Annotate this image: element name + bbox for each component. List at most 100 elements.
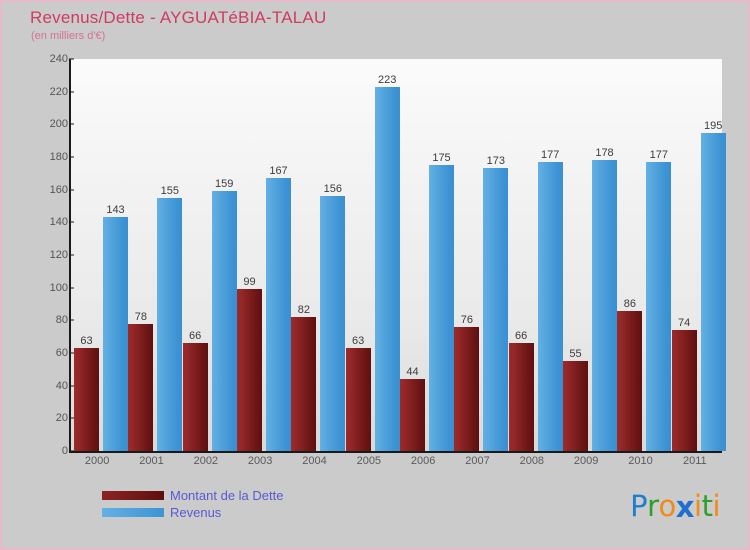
bar-revenus-2004[interactable]: 156 [320, 183, 346, 451]
y-tick-mark [69, 254, 74, 256]
bar-group: 74 195 [668, 59, 726, 451]
y-tick-mark [69, 385, 74, 387]
legend-item-dette[interactable]: Montant de la Dette [102, 487, 283, 504]
bar-dette-2002[interactable]: 66 [182, 330, 208, 451]
bar-dette-2011[interactable]: 74 [671, 317, 697, 451]
logo-letter-2: o [658, 489, 677, 523]
bar-revenus-2007[interactable]: 173 [483, 155, 509, 451]
proxiti-logo[interactable]: Proxiti [630, 489, 720, 524]
bar-revenus-2006[interactable]: 175 [429, 152, 454, 451]
y-tick-mark [69, 417, 74, 419]
x-label-2010: 2010 [628, 455, 653, 467]
bar-dette-2007[interactable]: 76 [454, 314, 480, 451]
bar-value-label: 175 [432, 152, 451, 165]
chart-legend: Montant de la Dette Revenus [102, 487, 283, 521]
legend-item-revenus[interactable]: Revenus [102, 504, 283, 521]
bar-revenus-2011[interactable]: 195 [700, 120, 726, 451]
x-label-2007: 2007 [465, 455, 490, 467]
bar-value-label: 155 [160, 184, 180, 197]
bar-value-label: 66 [515, 330, 528, 343]
y-tick-mark [69, 91, 74, 93]
bar-revenus-2002[interactable]: 159 [211, 178, 237, 451]
y-tick-label: 80 [2, 314, 74, 326]
y-tick-mark [69, 221, 74, 223]
bar-group: 44 175 [396, 59, 454, 451]
bar-revenus-2000[interactable]: 143 [103, 204, 128, 451]
y-tick-mark [69, 156, 74, 158]
x-label-2008: 2008 [519, 455, 545, 467]
y-tick-label: 20 [2, 412, 74, 424]
y-tick-label: 240 [2, 53, 74, 65]
y-tick-label: 140 [2, 216, 74, 228]
bar-dette-2010[interactable]: 86 [617, 298, 643, 451]
bar-value-label: 78 [134, 310, 147, 323]
bar-group: 82 156 [287, 59, 346, 451]
bar-value-label: 177 [540, 148, 560, 161]
y-tick-label: 100 [2, 282, 74, 294]
bar-value-label: 177 [649, 148, 669, 161]
bar-revenus-2008[interactable]: 177 [537, 149, 563, 451]
bar-value-label: 86 [623, 297, 636, 310]
logo-letter-6: i [712, 489, 720, 523]
bar-dette-2001[interactable]: 78 [128, 311, 154, 451]
bar-value-label: 156 [323, 183, 343, 196]
y-tick-mark [69, 450, 74, 452]
bar-group: 99 167 [233, 59, 291, 451]
bar-value-label: 44 [406, 366, 419, 379]
bar-value-label: 82 [297, 304, 310, 317]
x-label-2000: 2000 [84, 455, 110, 467]
bar-value-label: 55 [569, 348, 582, 361]
bar-value-label: 63 [352, 335, 365, 348]
y-tick-label: 120 [2, 249, 74, 261]
bar-group: 63 143 [70, 59, 128, 451]
bar-dette-2000[interactable]: 63 [74, 335, 99, 451]
y-tick-mark [69, 123, 74, 125]
bar-revenus-2010[interactable]: 177 [646, 149, 672, 451]
bar-revenus-2001[interactable]: 155 [157, 185, 183, 451]
bar-value-label: 223 [377, 73, 397, 86]
bar-dette-2005[interactable]: 63 [345, 335, 371, 451]
bar-revenus-2009[interactable]: 178 [592, 147, 617, 451]
y-tick-label: 160 [2, 184, 74, 196]
bar-value-label: 173 [486, 155, 506, 168]
x-label-2002: 2002 [193, 455, 219, 467]
y-tick-mark [69, 189, 74, 191]
bar-value-label: 143 [106, 204, 125, 217]
legend-label-revenus: Revenus [170, 505, 222, 520]
bar-group: 78 155 [124, 59, 183, 451]
bar-group: 63 223 [342, 59, 400, 451]
bar-revenus-2003[interactable]: 167 [266, 165, 291, 451]
x-label-2005: 2005 [356, 455, 382, 467]
bar-dette-2003[interactable]: 99 [237, 276, 262, 451]
x-label-2003: 2003 [247, 455, 273, 467]
bar-value-label: 99 [243, 276, 256, 289]
bar-dette-2004[interactable]: 82 [291, 304, 317, 451]
bar-value-label: 76 [460, 313, 473, 326]
y-tick-label: 40 [2, 380, 74, 392]
bar-value-label: 167 [269, 165, 288, 178]
legend-swatch-revenus [102, 508, 164, 517]
bar-group: 55 178 [559, 59, 617, 451]
logo-letter-3: x [675, 490, 695, 524]
bar-dette-2006[interactable]: 44 [400, 366, 425, 451]
logo-letter-5: t [701, 489, 713, 523]
x-label-2004: 2004 [302, 455, 327, 467]
y-axis-line [69, 59, 71, 452]
bar-group: 86 177 [613, 59, 672, 451]
bar-group: 66 159 [179, 59, 237, 451]
y-tick-label: 60 [2, 347, 74, 359]
logo-letter-1: r [647, 489, 659, 523]
y-tick-label: 180 [2, 151, 74, 163]
y-tick-mark [69, 287, 74, 289]
x-label-2011: 2011 [682, 455, 707, 467]
x-label-2009: 2009 [573, 455, 599, 467]
bar-dette-2008[interactable]: 66 [508, 330, 534, 451]
y-tick-label: 220 [2, 86, 74, 98]
x-label-2006: 2006 [410, 455, 436, 467]
logo-letter-4: i [694, 489, 702, 523]
bar-value-label: 63 [80, 335, 93, 348]
bar-revenus-2005[interactable]: 223 [374, 74, 400, 451]
bar-dette-2009[interactable]: 55 [563, 348, 588, 451]
y-tick-mark [69, 352, 74, 354]
